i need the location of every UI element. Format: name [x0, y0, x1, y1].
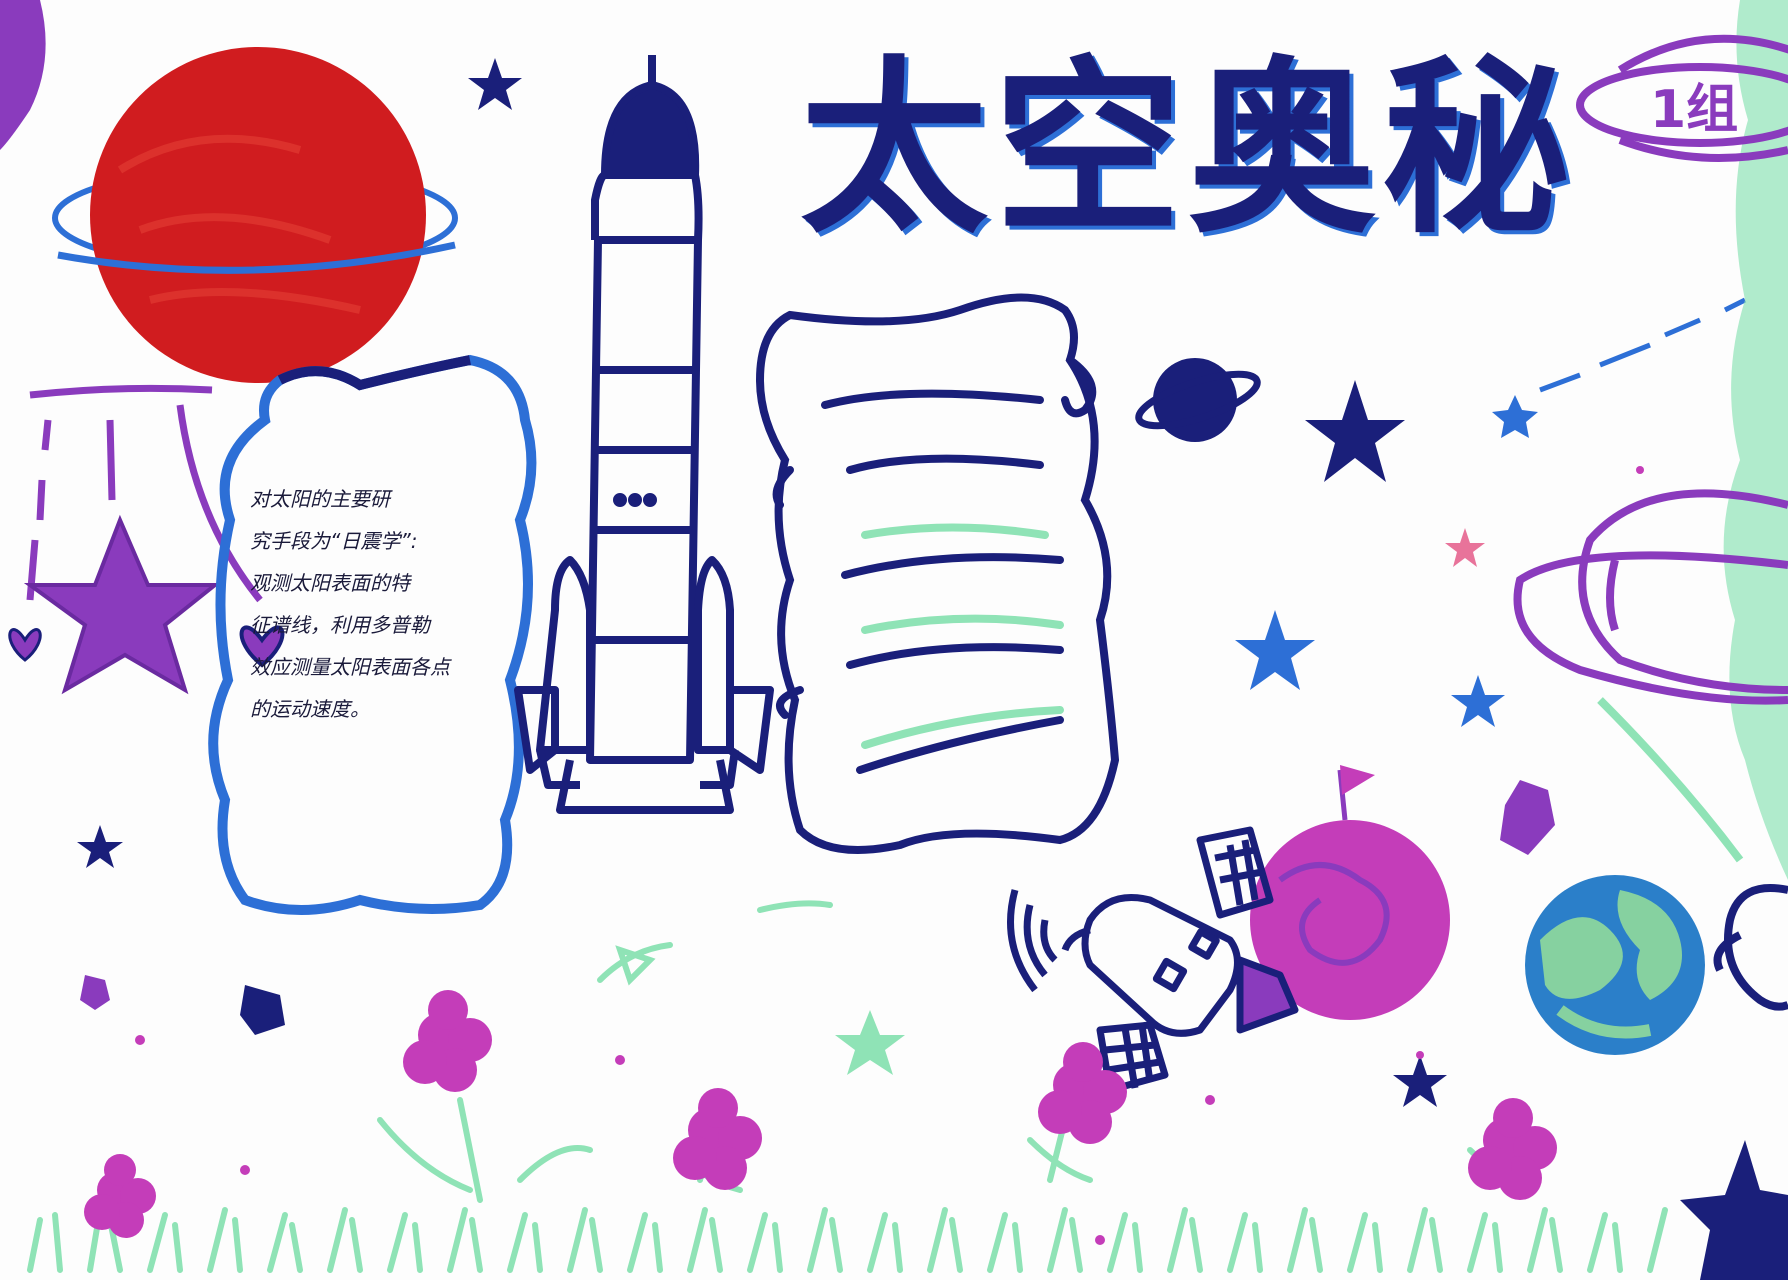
group-badge-ring: [1576, 63, 1788, 147]
astronaut-helmet-icon: [1713, 884, 1788, 1011]
earth-icon: [1525, 875, 1705, 1055]
gem-icon: [240, 985, 285, 1035]
note-frame: [208, 354, 537, 915]
corner-planet-icon: [0, 0, 46, 150]
note-line: 对太阳的主要研: [250, 487, 390, 511]
star-icon: [1393, 1055, 1447, 1107]
gem-icon: [1500, 780, 1555, 855]
satellite-icon: [1007, 826, 1299, 1094]
heart-icon: [8, 628, 42, 662]
star-icon: [835, 1010, 905, 1075]
scroll-icon: [755, 293, 1120, 854]
small-planet-icon: [1135, 358, 1261, 442]
note-line: 观测太阳表面的特: [250, 571, 410, 595]
poster-title: 太空奥秘: [800, 40, 1576, 259]
shooting-star-icon: [1492, 297, 1747, 438]
magenta-planet-icon: [1250, 765, 1450, 1020]
note-line: 的运动速度。: [250, 697, 370, 721]
gem-icon: [80, 975, 110, 1010]
rocket-icon: [514, 55, 774, 814]
star-icon: [1451, 675, 1505, 727]
note-text: 对太阳的主要研 究手段为“日震学”: 观测太阳表面的特 征谱线，利用多普勒 效应…: [250, 478, 490, 758]
star-icon: [1680, 1140, 1788, 1280]
note-line: 究手段为“日震学”:: [250, 529, 418, 553]
ringed-planet-icon: [52, 47, 458, 383]
note-line: 征谱线，利用多普勒: [250, 613, 430, 637]
purple-star-icon: [23, 514, 221, 695]
star-icon: [468, 58, 522, 110]
star-icon: [77, 825, 123, 868]
star-icon: [1235, 610, 1315, 690]
heart-icon: [239, 625, 285, 668]
note-line: 效应测量太阳表面各点: [250, 655, 450, 679]
hanging-decoration: [8, 384, 285, 695]
green-nebula: [1723, 0, 1788, 880]
flower-icon: [84, 990, 1557, 1238]
purple-ringed-planet-icon: [1513, 489, 1788, 705]
dots: [135, 466, 1644, 1245]
group-label: 1组: [1650, 80, 1739, 140]
star-icon: [1445, 528, 1485, 567]
star-icon: [1305, 380, 1405, 482]
